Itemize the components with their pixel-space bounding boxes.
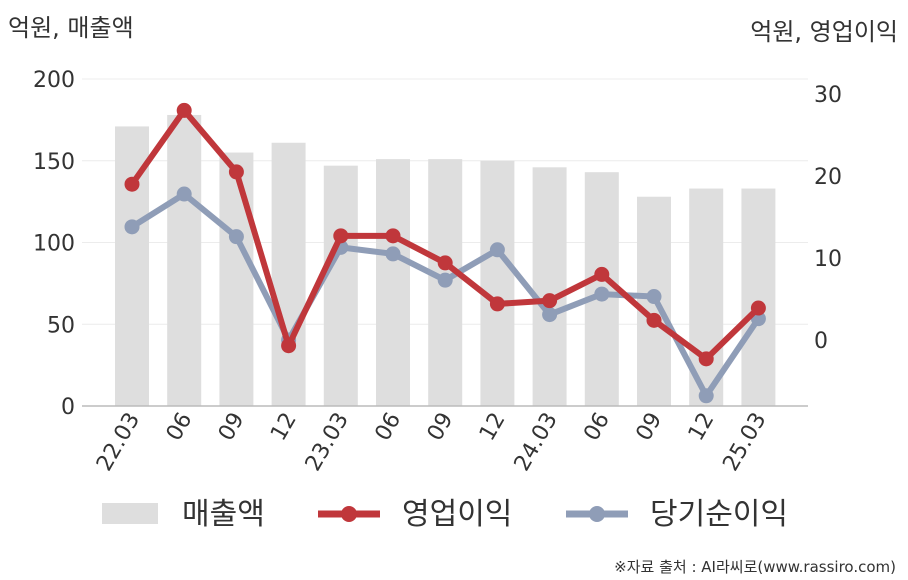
x-tick-label: 06 [579,409,615,446]
source-label: ※자료 출처 : AI라씨로(www.rassiro.com) [614,558,896,576]
left-tick-label: 0 [61,395,75,420]
left-tick-label: 100 [33,232,75,257]
x-tick-label: 24.03 [510,409,563,476]
point-operating-profit [437,255,453,271]
x-tick-label: 09 [632,409,668,446]
point-net-income [594,286,610,302]
point-net-income [385,246,401,262]
point-net-income [646,289,662,305]
legend-swatch-net-income [566,506,628,522]
x-tick-label: 12 [684,409,720,446]
point-net-income [124,219,140,235]
point-operating-profit [385,228,401,244]
point-net-income [176,186,192,202]
bar-revenue [532,167,567,406]
x-tick-label: 12 [475,409,511,446]
x-tick-label: 09 [214,409,250,446]
legend-label-net-income: 당기순이익 [650,497,788,532]
legend-swatch-operating-profit [318,506,380,522]
point-net-income [489,242,505,258]
bar-revenue [480,160,515,406]
point-operating-profit [489,296,505,312]
right-axis-unit-label: 억원, 영업이익 [750,18,898,46]
point-net-income [542,307,558,323]
x-tick-label: 06 [162,409,198,446]
line-series [124,102,766,404]
x-tick-label: 09 [423,409,459,446]
x-axis-ticks: 22.03 06 09 12 23.03 06 09 12 24.03 06 09 12 25.03 [92,409,772,476]
left-axis-unit-label: 억원, 매출액 [8,14,134,42]
bar-revenue [323,165,358,406]
point-operating-profit [228,164,244,180]
right-tick-label: 20 [814,165,842,190]
left-tick-label: 150 [33,150,75,175]
point-operating-profit [176,102,192,118]
legend-swatch-revenue [102,503,158,524]
point-net-income [437,272,453,288]
legend: 매출액 영업이익 당기순이익 [102,497,788,532]
bar-revenue [741,188,776,406]
point-operating-profit [542,293,558,309]
right-axis-ticks: 0 10 20 30 [814,83,842,354]
point-operating-profit [124,176,140,192]
point-net-income [228,229,244,245]
x-tick-label: 23.03 [301,409,354,476]
point-operating-profit [281,338,297,354]
point-operating-profit [646,312,662,328]
legend-label-operating-profit: 영업이익 [402,497,512,532]
x-tick-label: 22.03 [92,409,145,476]
right-tick-label: 30 [814,83,842,108]
legend-label-revenue: 매출액 [182,497,265,532]
left-tick-label: 50 [47,313,75,338]
x-tick-label: 06 [371,409,407,446]
bar-revenue [376,159,410,406]
right-tick-label: 10 [814,247,842,272]
x-tick-label: 12 [266,409,302,446]
right-tick-label: 0 [814,329,828,354]
point-operating-profit [594,266,610,282]
bar-revenue [167,114,202,406]
bar-revenue [219,152,254,406]
x-tick-label: 25.03 [718,409,771,476]
point-net-income [698,388,714,404]
point-operating-profit [333,228,349,244]
point-operating-profit [750,300,766,316]
bar-revenue [271,142,306,406]
point-operating-profit [698,351,714,367]
left-tick-label: 200 [33,68,75,93]
left-axis-ticks: 0 50 100 150 200 [33,68,75,420]
